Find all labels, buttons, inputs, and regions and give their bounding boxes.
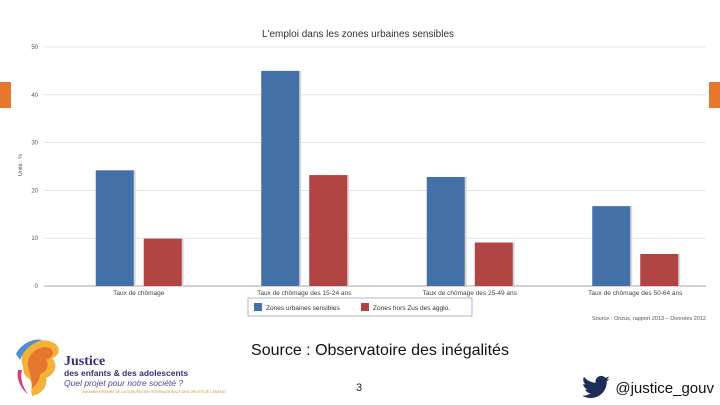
bar-hors-zus-0 [143, 238, 182, 286]
legend: Zones urbaines sensibles Zones hors Zus … [247, 297, 473, 317]
y-tick-labels: 0 10 20 30 40 50 [31, 45, 38, 290]
bar-hors-zus-1 [309, 175, 348, 286]
legend-label-hors-zus: Zones hors Zus des agglo. [373, 305, 450, 312]
bar-chart: L'emploi dans les zones urbaines sensibl… [18, 29, 706, 322]
left-orange-tab [0, 82, 11, 108]
logo-line-2: Quel projet pour notre société ? [64, 378, 184, 388]
logo-face-icon [16, 339, 59, 396]
slide-source-text: Source : Observatoire des inégalités [251, 342, 509, 359]
y-tick-label: 10 [31, 236, 38, 242]
y-tick-label: 20 [31, 188, 38, 194]
category-label: Taux de chômage des 15-24 ans [257, 290, 352, 297]
y-tick-label: 40 [31, 93, 38, 99]
bar-zus-1 [261, 70, 300, 287]
page-number: 3 [356, 382, 363, 394]
legend-box [247, 297, 473, 317]
category-label: Taux de chômage des 25-49 ans [423, 290, 518, 297]
bars [95, 70, 681, 287]
y-axis-label: Unité : % [18, 154, 24, 176]
category-label: Taux de chômage [113, 290, 165, 297]
category-label: Taux de chômage des 50-64 ans [588, 290, 683, 297]
category-labels: Taux de chômage Taux de chômage des 15-24… [113, 290, 683, 297]
twitter-bird-icon [582, 375, 611, 398]
logo-line-1: des enfants & des adolescents [64, 368, 189, 378]
bar-zus-3 [592, 206, 631, 286]
bar-hors-zus-2 [474, 242, 513, 286]
logo-title: Justice [64, 354, 106, 369]
y-tick-label: 50 [31, 45, 38, 51]
chart-title: L'emploi dans les zones urbaines sensibl… [262, 29, 454, 40]
bar-zus-0 [95, 170, 134, 286]
twitter-handle[interactable]: @justice_gouv [581, 375, 714, 401]
bar-zus-2 [426, 177, 465, 286]
chart-source-note: Source : Onzus, rapport 2013 – Données 2… [592, 316, 706, 322]
twitter-handle-text[interactable]: @justice_gouv [615, 379, 714, 397]
justice-logo: Justice des enfants & des adolescents Qu… [12, 334, 227, 400]
bar-hors-zus-3 [640, 253, 679, 286]
right-orange-tab [709, 82, 720, 108]
logo-tagline: 25e ANNIVERSAIRE DE LA CONVENTION INTERN… [82, 390, 227, 394]
legend-swatch-zus [254, 303, 262, 311]
y-tick-label: 30 [31, 141, 38, 147]
y-tick-label: 0 [35, 284, 39, 290]
legend-label-zus: Zones urbaines sensibles [266, 305, 340, 312]
legend-swatch-hors-zus [361, 303, 369, 311]
